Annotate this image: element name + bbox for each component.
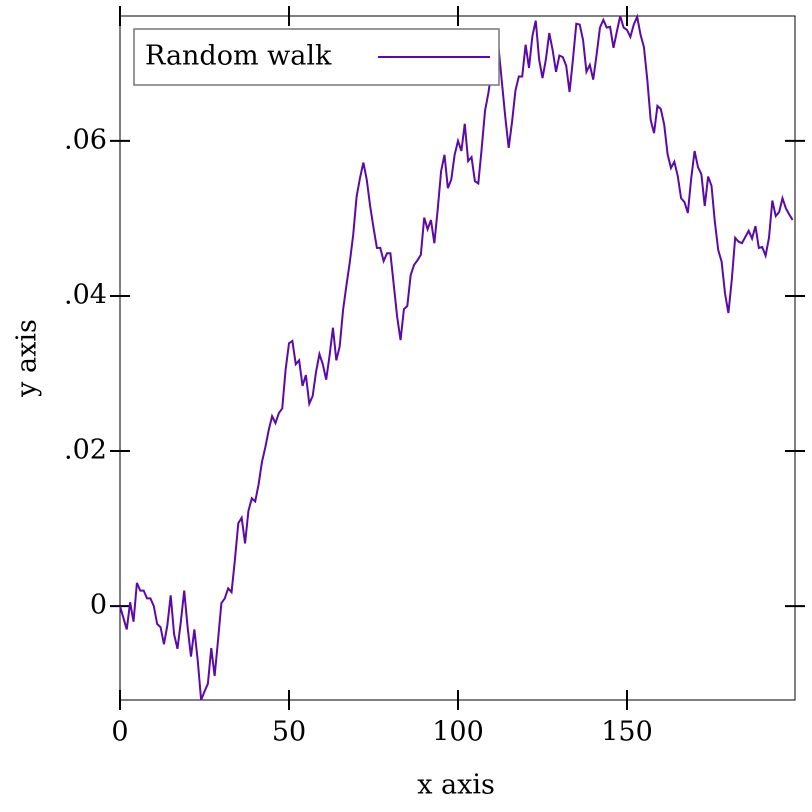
y-tick-label: .06 (64, 124, 107, 155)
plot-frame (119, 15, 796, 701)
y-tick-label: .02 (64, 435, 107, 466)
x-axis-label: x axis (417, 770, 495, 801)
x-tick-label: 150 (601, 717, 653, 748)
y-tick-label: .04 (64, 279, 107, 310)
x-tick-label: 50 (272, 717, 306, 748)
x-tick-label: 100 (432, 717, 484, 748)
legend-label: Random walk (145, 41, 332, 72)
x-tick-label: 0 (111, 717, 128, 748)
data-line (119, 13, 794, 701)
y-axis-label: y axis (12, 319, 43, 398)
legend: Random walk (133, 28, 500, 86)
y-tick-label: 0 (90, 590, 107, 621)
